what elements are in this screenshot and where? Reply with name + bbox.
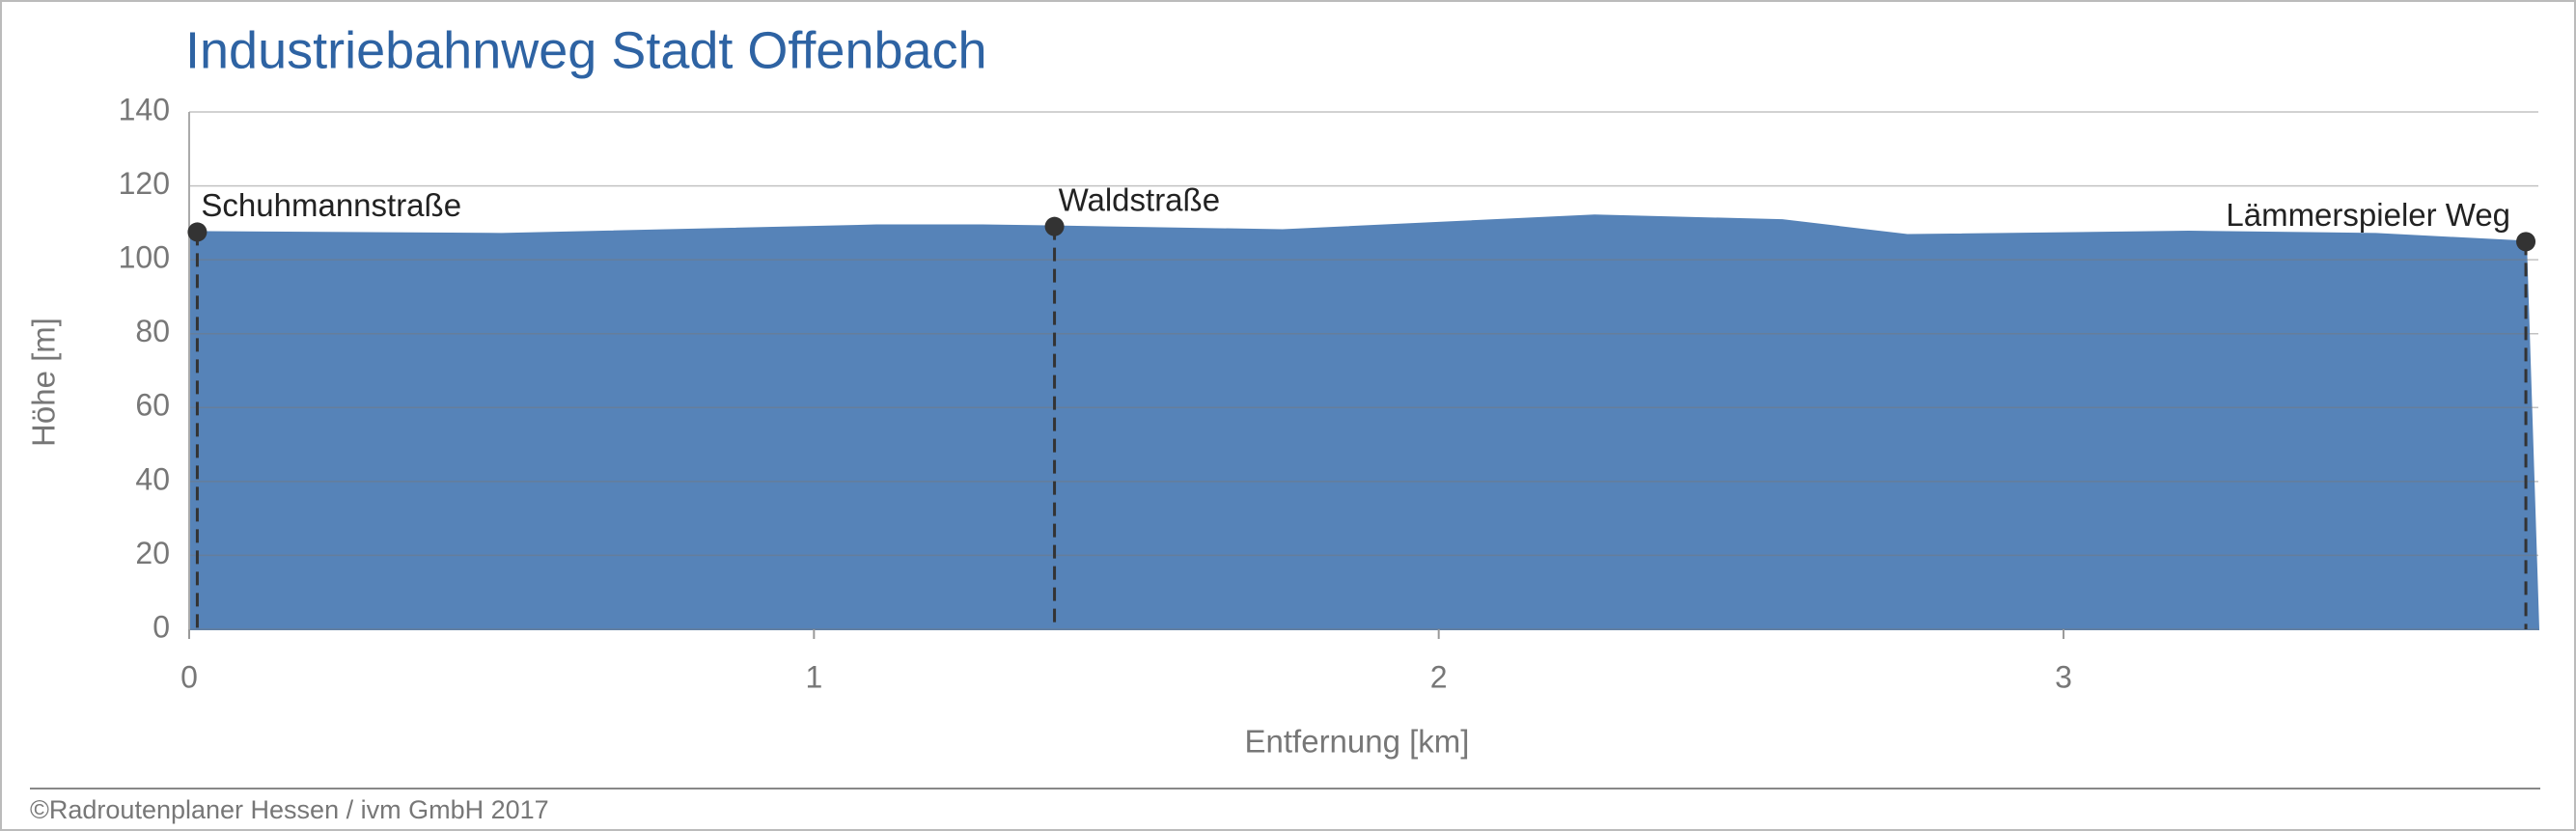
y-tick-label: 60 — [135, 388, 170, 423]
copyright: ©Radroutenplaner Hessen / ivm GmbH 2017 — [30, 795, 549, 824]
x-tick-label: 2 — [1430, 659, 1448, 694]
elevation-area — [188, 214, 2540, 630]
waypoint-label: Waldstraße — [1059, 181, 1220, 217]
y-tick-label: 100 — [119, 240, 170, 275]
waypoint-label: Schuhmannstraße — [201, 187, 461, 223]
chart-title: Industriebahnweg Stadt Offenbach — [185, 21, 987, 79]
x-tick-label: 0 — [180, 659, 198, 694]
y-tick-label: 120 — [119, 166, 170, 201]
x-tick-label: 1 — [805, 659, 822, 694]
y-tick-label: 0 — [152, 609, 170, 644]
y-tick-label: 20 — [135, 536, 170, 570]
waypoint-marker — [187, 222, 208, 242]
y-tick-label: 80 — [135, 314, 170, 348]
waypoint-label: Lämmerspieler Weg — [2226, 197, 2510, 233]
y-tick-label: 140 — [119, 92, 170, 126]
y-axis-label: Höhe [m] — [26, 318, 62, 447]
waypoint-marker — [2516, 232, 2536, 252]
x-axis-label: Entfernung [km] — [1245, 724, 1470, 760]
x-tick-label: 3 — [2055, 659, 2072, 694]
waypoint-marker — [1044, 216, 1065, 236]
y-tick-label: 40 — [135, 461, 170, 496]
